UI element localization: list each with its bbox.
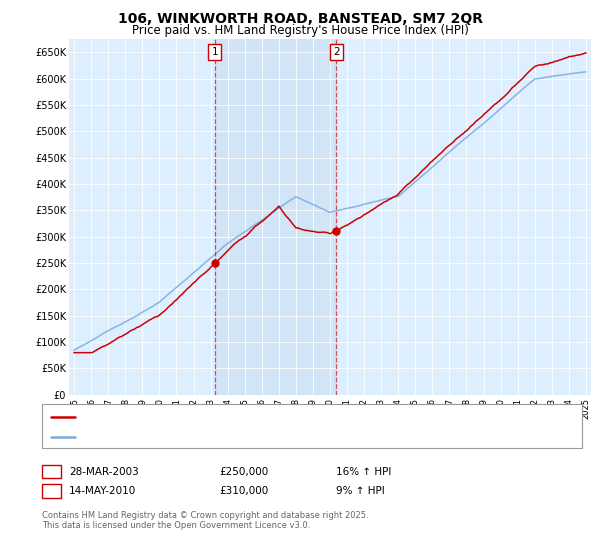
Text: £310,000: £310,000 (219, 486, 268, 496)
Text: 16% ↑ HPI: 16% ↑ HPI (336, 466, 391, 477)
Text: HPI: Average price, semi-detached house, Reigate and Banstead: HPI: Average price, semi-detached house,… (78, 432, 394, 442)
Text: 106, WINKWORTH ROAD, BANSTEAD, SM7 2QR: 106, WINKWORTH ROAD, BANSTEAD, SM7 2QR (118, 12, 482, 26)
Text: Contains HM Land Registry data © Crown copyright and database right 2025.
This d: Contains HM Land Registry data © Crown c… (42, 511, 368, 530)
Text: £250,000: £250,000 (219, 466, 268, 477)
Text: 106, WINKWORTH ROAD, BANSTEAD, SM7 2QR (semi-detached house): 106, WINKWORTH ROAD, BANSTEAD, SM7 2QR (… (78, 412, 423, 422)
Text: 2: 2 (48, 486, 55, 496)
Text: 14-MAY-2010: 14-MAY-2010 (69, 486, 136, 496)
Text: 28-MAR-2003: 28-MAR-2003 (69, 466, 139, 477)
Text: 9% ↑ HPI: 9% ↑ HPI (336, 486, 385, 496)
Text: 1: 1 (48, 466, 55, 477)
Text: 2: 2 (333, 48, 340, 57)
Text: Price paid vs. HM Land Registry's House Price Index (HPI): Price paid vs. HM Land Registry's House … (131, 24, 469, 37)
Text: 1: 1 (211, 48, 218, 57)
Bar (215, 39, 337, 395)
